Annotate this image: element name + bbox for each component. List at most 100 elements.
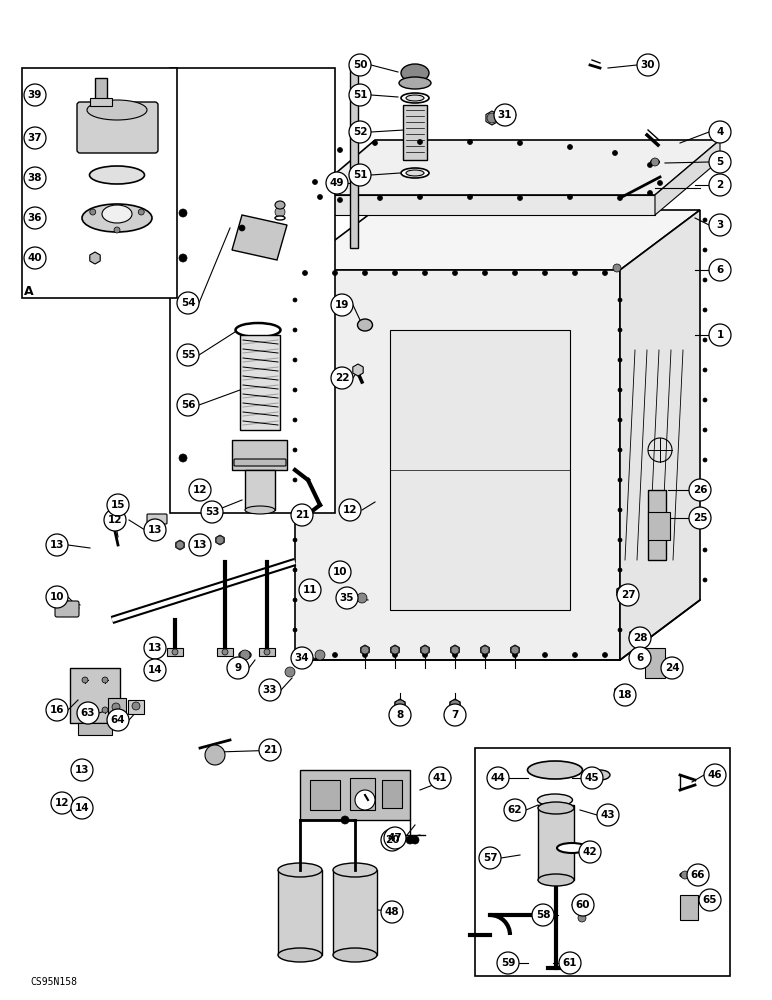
Bar (128, 700, 144, 714)
Circle shape (703, 458, 707, 462)
Circle shape (293, 568, 297, 572)
Ellipse shape (406, 95, 424, 101)
Circle shape (177, 394, 199, 416)
Circle shape (222, 649, 228, 655)
Bar (680, 895, 698, 920)
Circle shape (513, 652, 517, 658)
Circle shape (543, 270, 547, 275)
Circle shape (378, 196, 382, 200)
Circle shape (293, 328, 297, 332)
Circle shape (661, 657, 683, 679)
Circle shape (77, 702, 99, 724)
Circle shape (317, 194, 323, 200)
Circle shape (176, 541, 184, 549)
Circle shape (177, 344, 199, 366)
Text: 65: 65 (703, 895, 717, 905)
Circle shape (216, 536, 224, 544)
Text: 61: 61 (563, 958, 577, 968)
Circle shape (704, 764, 726, 786)
Circle shape (578, 914, 586, 922)
Circle shape (179, 254, 187, 262)
Circle shape (429, 767, 451, 789)
Circle shape (201, 501, 223, 523)
Circle shape (144, 637, 166, 659)
Text: 52: 52 (353, 127, 367, 137)
Text: 14: 14 (147, 665, 162, 675)
Text: 28: 28 (633, 633, 647, 643)
Text: 6: 6 (716, 265, 723, 275)
Circle shape (511, 646, 519, 654)
Circle shape (482, 652, 487, 658)
Circle shape (384, 827, 406, 849)
Circle shape (205, 745, 225, 765)
Circle shape (275, 207, 285, 217)
Bar (232, 440, 287, 470)
Circle shape (648, 162, 652, 167)
Polygon shape (295, 270, 620, 660)
Text: A: A (24, 285, 34, 298)
Circle shape (46, 534, 68, 556)
Ellipse shape (651, 159, 659, 164)
Ellipse shape (538, 802, 574, 814)
Circle shape (326, 172, 348, 194)
Circle shape (24, 127, 46, 149)
Circle shape (699, 889, 721, 911)
Circle shape (703, 548, 707, 552)
Circle shape (82, 707, 88, 713)
Circle shape (689, 507, 711, 529)
Circle shape (709, 324, 731, 346)
Circle shape (24, 247, 46, 269)
Circle shape (618, 298, 622, 302)
Circle shape (285, 667, 295, 677)
Circle shape (602, 652, 608, 658)
Text: 15: 15 (110, 500, 125, 510)
Circle shape (90, 209, 96, 215)
Bar (78, 723, 112, 735)
Circle shape (291, 504, 313, 526)
Circle shape (703, 518, 707, 522)
Circle shape (681, 871, 689, 879)
Circle shape (293, 448, 297, 452)
Circle shape (703, 578, 707, 582)
Bar (475, 748, 730, 976)
Bar (95, 78, 107, 100)
Circle shape (559, 952, 581, 974)
FancyBboxPatch shape (55, 601, 79, 617)
Bar (240, 335, 280, 430)
Circle shape (648, 190, 652, 196)
Circle shape (90, 253, 100, 263)
Bar (648, 512, 670, 540)
Bar (167, 648, 183, 656)
Text: 10: 10 (49, 592, 64, 602)
Circle shape (618, 598, 622, 602)
Circle shape (24, 167, 46, 189)
Circle shape (504, 799, 526, 821)
Circle shape (567, 194, 573, 200)
Circle shape (337, 147, 343, 152)
Text: 31: 31 (498, 110, 513, 120)
Text: 12: 12 (55, 798, 69, 808)
Circle shape (239, 225, 245, 231)
Text: 20: 20 (384, 835, 399, 845)
Circle shape (293, 538, 297, 542)
Circle shape (618, 358, 622, 362)
Circle shape (189, 479, 211, 501)
Circle shape (479, 847, 501, 869)
Circle shape (349, 164, 371, 186)
Circle shape (651, 158, 659, 166)
Circle shape (618, 196, 622, 200)
Circle shape (392, 652, 398, 658)
Text: 36: 36 (28, 213, 42, 223)
Circle shape (703, 428, 707, 432)
Circle shape (581, 767, 603, 789)
Circle shape (303, 652, 307, 658)
Circle shape (494, 104, 516, 126)
Circle shape (177, 292, 199, 314)
Circle shape (107, 709, 129, 731)
Ellipse shape (401, 93, 429, 103)
Text: CS95N158: CS95N158 (30, 977, 77, 987)
Bar (22, 68, 177, 298)
Circle shape (331, 294, 353, 316)
Ellipse shape (235, 323, 280, 337)
Circle shape (487, 113, 497, 123)
